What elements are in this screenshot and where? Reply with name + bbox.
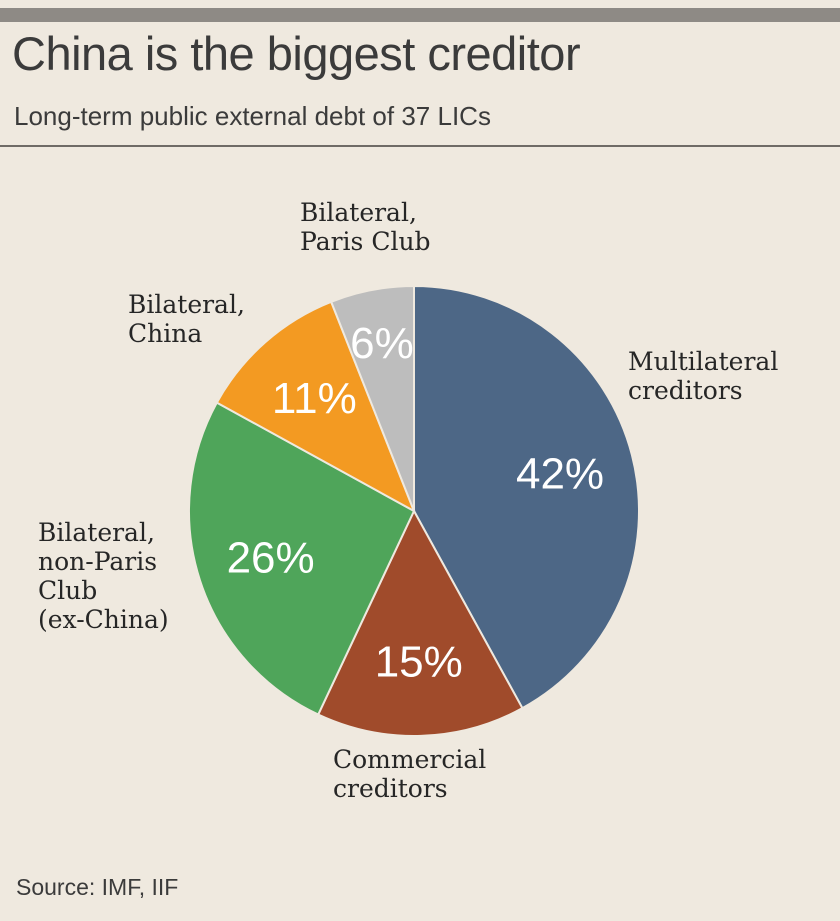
chart-subtitle: Long-term public external debt of 37 LIC… (14, 101, 491, 131)
top-rule (0, 8, 840, 22)
label-bilateral-paris-club: Bilateral, Paris Club (300, 198, 431, 256)
label-bilateral-non-paris-club: Bilateral, non-Paris Club (ex-China) (38, 518, 169, 634)
pie-slice-bilateral-china (215, 300, 416, 514)
label-commercial-creditors: Commercial creditors (333, 745, 487, 803)
pie-slice-multilateral-creditors (413, 284, 640, 710)
pct-label-multilateral-creditors: 42% (516, 450, 604, 499)
chart-title: China is the biggest creditor (12, 27, 581, 80)
pct-label-commercial-creditors: 15% (375, 638, 463, 687)
header-divider (0, 145, 840, 147)
label-bilateral-china: Bilateral, China (128, 290, 245, 348)
pie-slice-commercial-creditors (316, 508, 524, 737)
pct-label-bilateral-china: 11% (272, 374, 357, 423)
label-multilateral-creditors: Multilateral creditors (628, 347, 779, 405)
pie-slice-bilateral-paris-club (329, 284, 415, 512)
pct-label-bilateral-paris-club: 6% (350, 319, 414, 368)
source-note: Source: IMF, IIF (16, 874, 179, 900)
pct-label-bilateral-non-paris-club: 26% (227, 534, 315, 583)
